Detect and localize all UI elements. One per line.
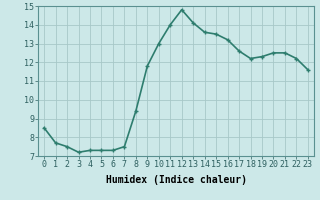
X-axis label: Humidex (Indice chaleur): Humidex (Indice chaleur) [106,175,246,185]
